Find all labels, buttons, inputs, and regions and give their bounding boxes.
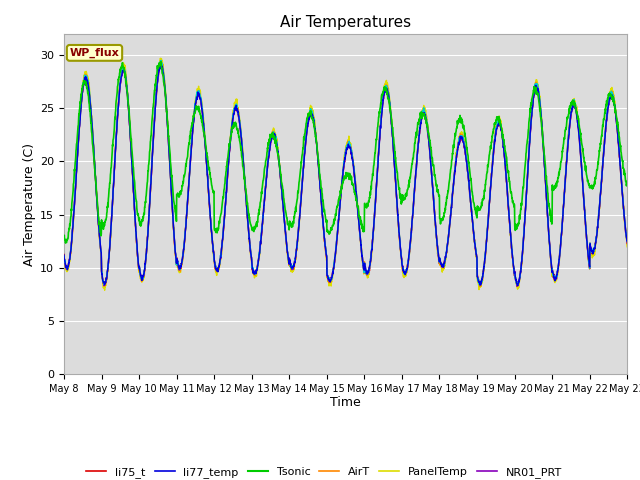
Y-axis label: Air Temperature (C): Air Temperature (C) xyxy=(23,143,36,265)
Text: WP_flux: WP_flux xyxy=(70,48,120,58)
Title: Air Temperatures: Air Temperatures xyxy=(280,15,411,30)
X-axis label: Time: Time xyxy=(330,396,361,408)
